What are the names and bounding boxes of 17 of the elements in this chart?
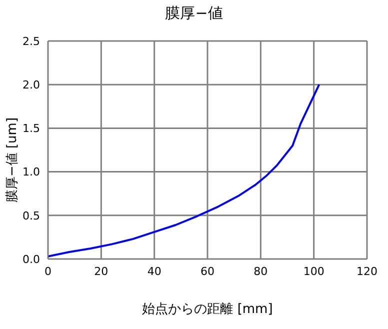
x-tick-label: 40 <box>147 264 162 278</box>
x-tick-label: 20 <box>94 264 108 278</box>
y-tick-label: 1.5 <box>22 122 40 136</box>
x-tick-label: 100 <box>303 264 324 278</box>
x-tick-label: 80 <box>254 264 268 278</box>
y-tick-label: 0.5 <box>22 209 40 222</box>
x-axis-title: 始点からの距離 [mm] <box>141 301 274 318</box>
y-tick-label: 0.0 <box>22 252 40 266</box>
y-tick-label: 2.5 <box>22 34 40 48</box>
x-tick-label: 60 <box>200 264 214 278</box>
y-tick-label: 1.0 <box>22 166 40 179</box>
x-tick-label: 0 <box>44 264 52 278</box>
y-axis-title: 膜厚−値 [um] <box>4 117 21 203</box>
line-series <box>48 84 320 258</box>
chart-title: 膜厚−値 <box>164 4 224 23</box>
x-tick-label: 120 <box>356 264 378 278</box>
y-tick-label: 2.0 <box>22 78 40 92</box>
